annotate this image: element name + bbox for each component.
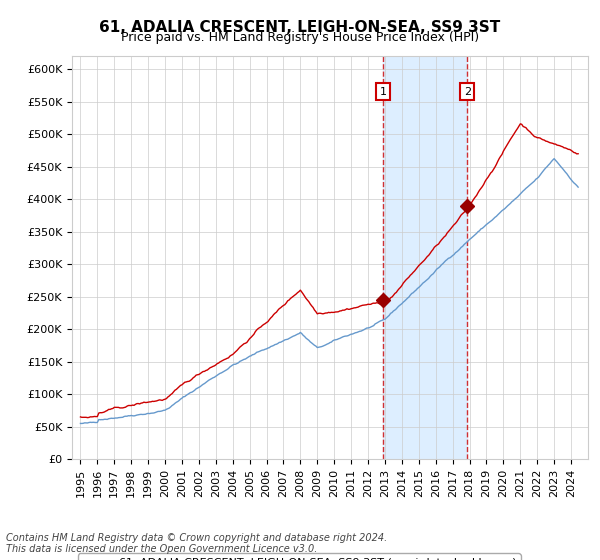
Text: 2: 2: [464, 87, 471, 97]
Bar: [383, 56, 467, 459]
Text: Contains HM Land Registry data © Crown copyright and database right 2024.
This d: Contains HM Land Registry data © Crown c…: [6, 533, 387, 554]
Legend: 61, ADALIA CRESCENT, LEIGH-ON-SEA, SS9 3ST (semi-detached house), HPI: Average p: 61, ADALIA CRESCENT, LEIGH-ON-SEA, SS9 3…: [77, 553, 521, 560]
Text: 1: 1: [380, 87, 386, 97]
Text: 61, ADALIA CRESCENT, LEIGH-ON-SEA, SS9 3ST: 61, ADALIA CRESCENT, LEIGH-ON-SEA, SS9 3…: [100, 20, 500, 35]
Text: Price paid vs. HM Land Registry's House Price Index (HPI): Price paid vs. HM Land Registry's House …: [121, 31, 479, 44]
